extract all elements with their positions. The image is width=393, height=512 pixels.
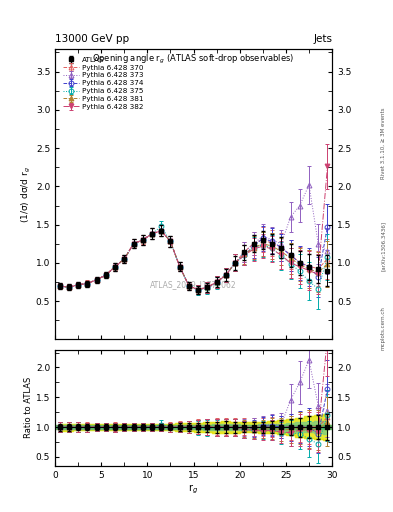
Text: 13000 GeV pp: 13000 GeV pp [55,33,129,44]
Y-axis label: Ratio to ATLAS: Ratio to ATLAS [24,377,33,438]
Legend: ATLAS, Pythia 6.428 370, Pythia 6.428 373, Pythia 6.428 374, Pythia 6.428 375, P: ATLAS, Pythia 6.428 370, Pythia 6.428 37… [61,55,145,111]
Text: Opening angle r$_g$ (ATLAS soft-drop observables): Opening angle r$_g$ (ATLAS soft-drop obs… [92,53,295,66]
Text: Rivet 3.1.10, ≥ 3M events: Rivet 3.1.10, ≥ 3M events [381,108,386,179]
Y-axis label: (1/σ) dσ/d r$_g$: (1/σ) dσ/d r$_g$ [20,165,33,223]
Text: Jets: Jets [313,33,332,44]
X-axis label: r$_g$: r$_g$ [189,482,198,496]
Text: [arXiv:1306.3436]: [arXiv:1306.3436] [381,221,386,271]
Text: mcplots.cern.ch: mcplots.cern.ch [381,306,386,350]
Text: ATLAS_2019_I1772062: ATLAS_2019_I1772062 [150,280,237,289]
